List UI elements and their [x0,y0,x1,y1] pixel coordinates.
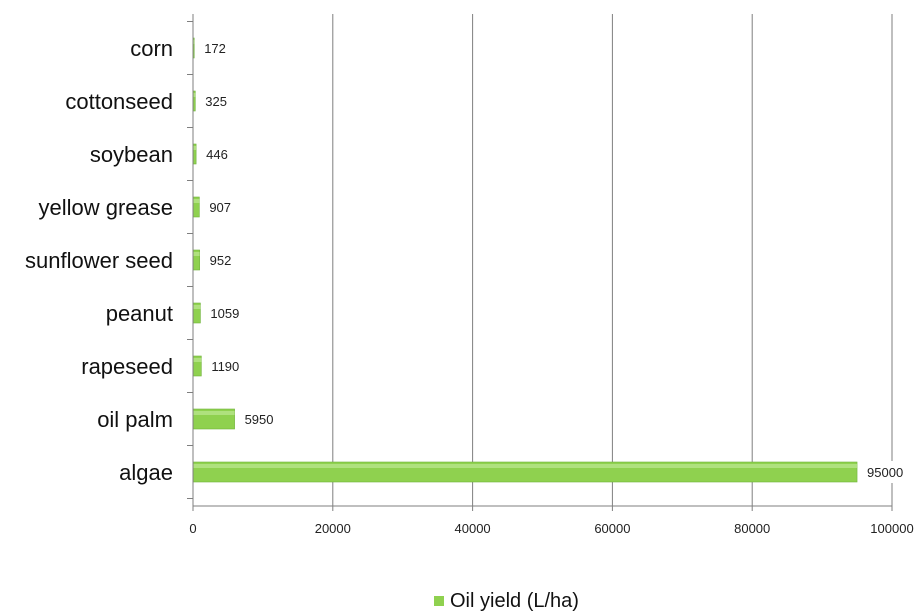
value-label-box [240,408,279,430]
axes [187,14,893,511]
value-label-box [206,302,245,324]
legend-label: Oil yield (L/ha) [450,590,579,612]
value-label-box [202,143,233,165]
category-label: peanut [106,301,173,326]
x-tick-label: 60000 [594,521,630,536]
category-label: yellow grease [38,195,173,220]
value-label: 446 [206,147,228,162]
value-label: 907 [209,200,231,215]
legend: Oil yield (L/ha) [434,590,579,612]
bar-highlight [193,305,201,309]
bar-highlight [193,146,197,150]
bar-highlight [193,40,195,44]
category-label: soybean [90,142,173,167]
x-tick-label: 0 [189,521,196,536]
category-label: oil palm [97,407,173,432]
x-tick-label: 40000 [455,521,491,536]
value-label: 1059 [210,306,239,321]
value-label: 325 [205,94,227,109]
value-label: 95000 [867,465,903,480]
value-label-box [207,355,246,377]
value-label-box [200,37,232,59]
category-label: algae [119,460,173,485]
grid-lines [332,14,893,506]
bar-highlight [193,411,235,415]
category-label: cottonseed [65,89,173,114]
category-label: sunflower seed [25,248,173,273]
category-labels: algae oil palm rapeseed peanut sunflower see… [25,36,173,485]
value-label: 172 [204,41,226,56]
bars [192,37,858,483]
category-label: corn [130,36,173,61]
value-label: 952 [210,253,232,268]
value-label: 1190 [211,359,239,374]
x-tick-labels: 0 20000 40000 60000 80000 100000 [189,521,913,536]
category-label: rapeseed [81,354,173,379]
value-label: 5950 [245,412,274,427]
bar-highlight [193,252,200,256]
x-tick-label: 20000 [315,521,351,536]
bar-highlight [193,93,196,97]
x-tick-label: 100000 [870,521,913,536]
bar-highlight [193,358,202,362]
value-label-box [205,249,237,271]
x-tick-label: 80000 [734,521,770,536]
legend-swatch [434,596,444,606]
value-label-box [205,196,237,218]
value-label-box [201,90,233,112]
value-labels: 95000 5950 1190 1059 952 907 446 325 172 [200,37,910,483]
bar-highlight [193,199,200,203]
value-label-box [863,461,910,483]
bar-highlight [193,464,858,468]
